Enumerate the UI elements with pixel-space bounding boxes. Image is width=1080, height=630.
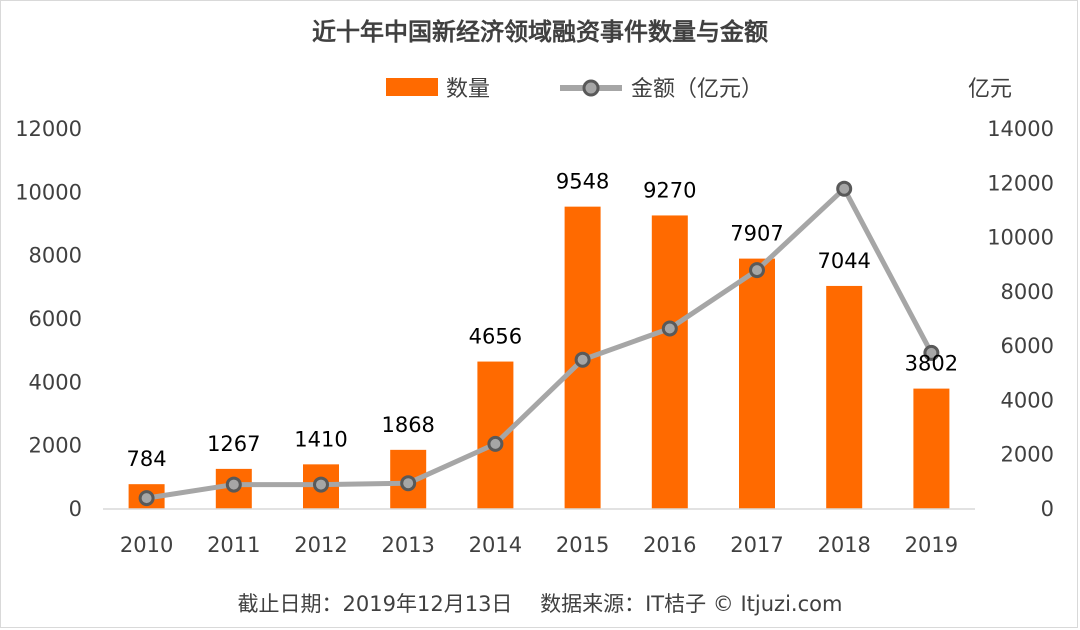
- amount-line: [146, 186, 934, 501]
- bar-data-label: 1267: [207, 432, 260, 456]
- amount-point-2010: [138, 490, 155, 507]
- amount-point-2017: [749, 262, 765, 279]
- line-series: [138, 180, 940, 507]
- right-axis-tick-label: 2000: [1001, 443, 1054, 467]
- amount-point-2016: [661, 320, 678, 337]
- bar-data-label: 9270: [643, 178, 696, 202]
- right-axis-tick-label: 4000: [1001, 388, 1054, 412]
- right-axis-tick-label: 6000: [1001, 334, 1054, 358]
- bar-data-label: 784: [127, 447, 167, 471]
- bar-2019: [913, 388, 950, 509]
- x-axis-tick-label: 2016: [643, 533, 696, 557]
- left-axis-tick-label: 2000: [29, 434, 82, 458]
- legend-label-count: 数量: [446, 77, 490, 102]
- x-axis-ticks: 2010 2011 2012 2013 2014 2015 2016 2017 2018 2019: [120, 533, 958, 557]
- bar-data-label: 1868: [381, 413, 434, 437]
- bar-2014: [477, 361, 514, 509]
- amount-point-2013: [400, 475, 417, 492]
- amount-point-2019: [923, 344, 940, 361]
- right-axis-tick-label: 0: [1041, 497, 1054, 521]
- legend-label-amount: 金额（亿元）: [631, 77, 763, 102]
- bar-data-label: 1410: [294, 427, 347, 451]
- bar-data-labels: 784 1267 1410 1868 4656 9548 9270 7907 7044 3802: [127, 170, 959, 472]
- legend-swatch-amount-marker: [582, 79, 600, 97]
- chart-title: 近十年中国新经济领域融资事件数量与金额: [312, 18, 768, 46]
- amount-point-2014: [487, 435, 504, 452]
- left-axis-tick-label: 4000: [29, 370, 82, 394]
- left-axis-tick-label: 12000: [15, 117, 82, 141]
- bar-data-label: 9548: [556, 170, 609, 194]
- left-axis-tick-label: 6000: [29, 307, 82, 331]
- right-axis-tick-label: 14000: [987, 117, 1054, 141]
- right-axis-ticks: 0 2000 4000 6000 8000 10000 12000 14000: [987, 117, 1054, 521]
- x-axis-tick-label: 2013: [381, 533, 434, 557]
- source-footer: 截止日期：2019年12月13日 数据来源：IT桔子 © Itjuzi.com: [238, 592, 843, 616]
- legend: 数量 金额（亿元）: [386, 77, 763, 102]
- x-axis-tick-label: 2014: [469, 533, 522, 557]
- x-axis-tick-label: 2011: [207, 533, 260, 557]
- amount-point-2012: [313, 476, 329, 493]
- left-axis-tick-label: 8000: [29, 244, 82, 268]
- x-axis-tick-label: 2018: [817, 533, 870, 557]
- right-axis-tick-label: 8000: [1001, 280, 1054, 304]
- x-axis-tick-label: 2019: [905, 533, 958, 557]
- bar-2017: [739, 258, 775, 509]
- left-axis-tick-label: 0: [69, 497, 82, 521]
- right-axis-tick-label: 10000: [987, 226, 1054, 250]
- bar-2018: [826, 285, 863, 509]
- x-axis-tick-label: 2015: [556, 533, 609, 557]
- left-axis-tick-label: 10000: [15, 180, 82, 204]
- right-axis-unit-label: 亿元: [968, 77, 1012, 102]
- bar-2016: [651, 215, 688, 509]
- x-axis-tick-label: 2017: [730, 533, 783, 557]
- amount-point-2018: [836, 180, 853, 197]
- amount-point-2015: [574, 351, 591, 368]
- amount-point-2011: [225, 476, 242, 493]
- bar-data-label: 7044: [817, 249, 870, 273]
- bar-data-label: 7907: [730, 222, 783, 246]
- legend-swatch-count: [386, 78, 438, 96]
- left-axis-ticks: 0 2000 4000 6000 8000 10000 12000: [15, 117, 82, 521]
- x-axis-tick-label: 2012: [294, 533, 347, 557]
- x-axis-tick-label: 2010: [120, 533, 173, 557]
- right-axis-tick-label: 12000: [987, 171, 1054, 195]
- bar-data-label: 4656: [469, 325, 522, 349]
- bar-data-label: 3802: [905, 352, 958, 376]
